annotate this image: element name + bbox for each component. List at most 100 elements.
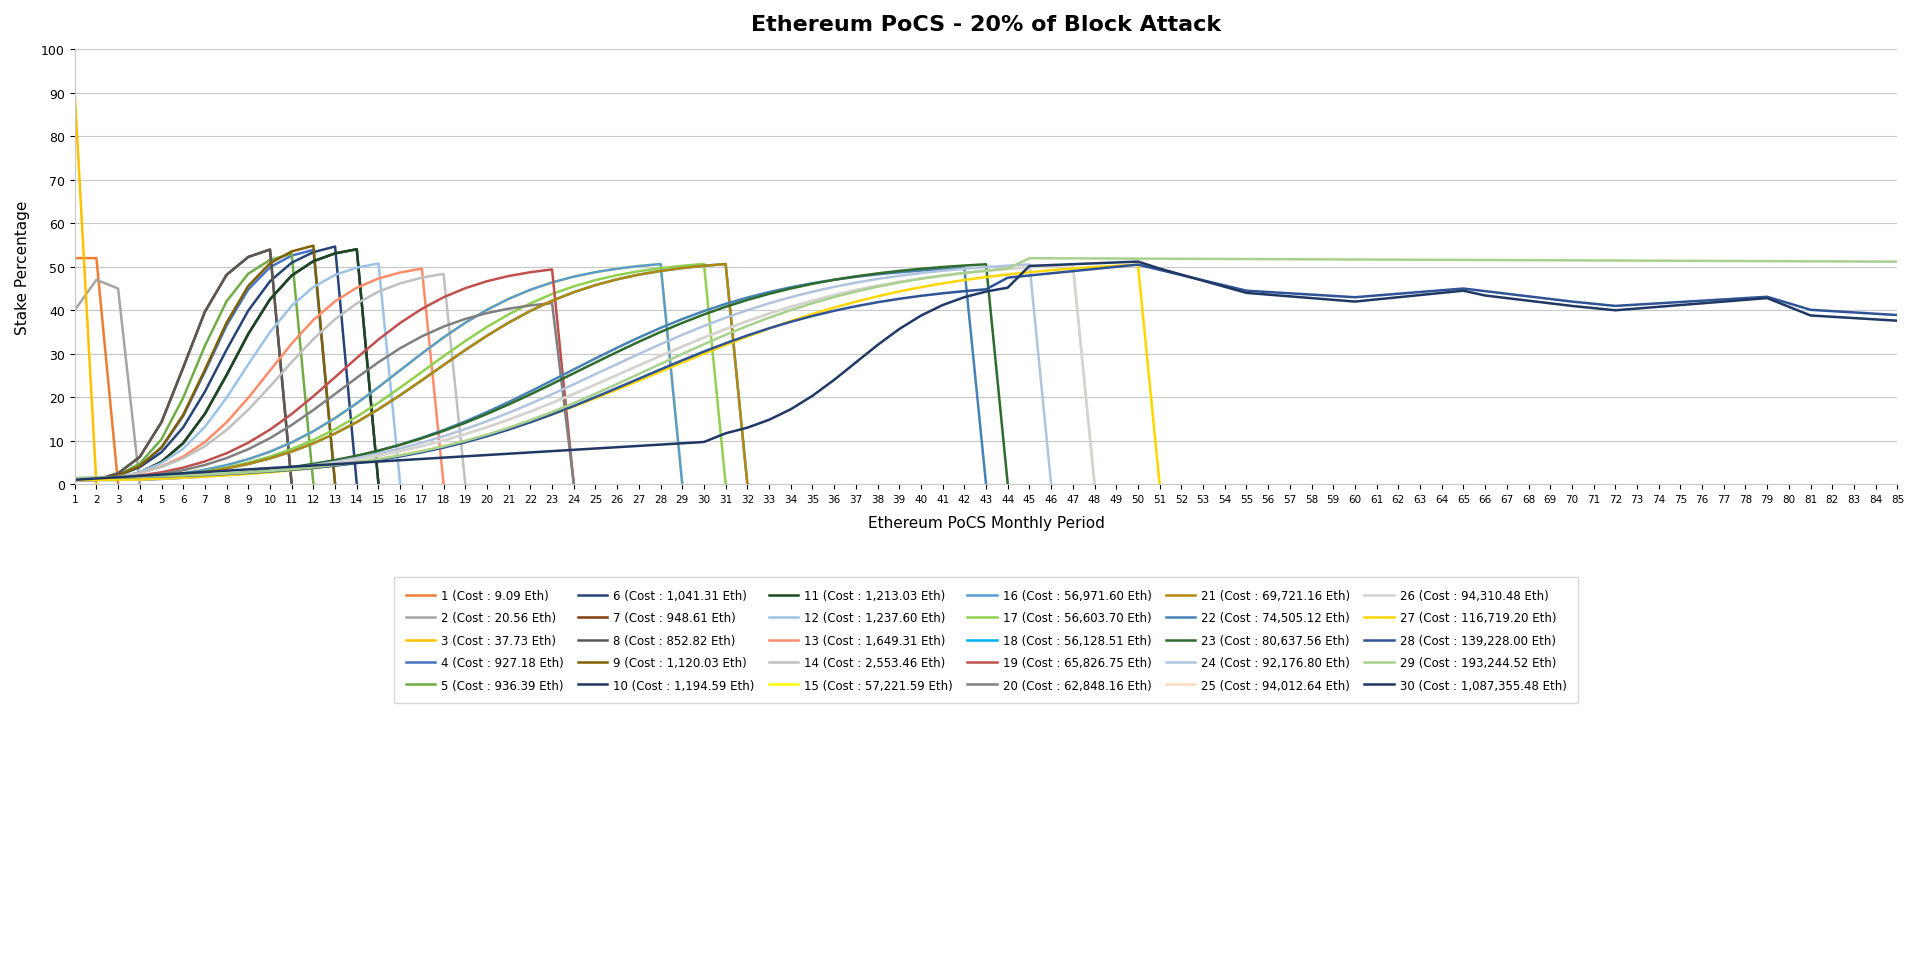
18 (Cost : 56,128.51 Eth): (22, 39.9): 56,128.51 Eth): (22, 39.9)	[518, 306, 541, 318]
26 (Cost : 94,310.48 Eth): (1, 1): 94,310.48 Eth): (1, 1)	[63, 474, 86, 486]
Legend: 1 (Cost : 9.09 Eth), 2 (Cost : 20.56 Eth), 3 (Cost : 37.73 Eth), 4 (Cost : 927.1: 1 (Cost : 9.09 Eth), 2 (Cost : 20.56 Eth…	[393, 577, 1579, 703]
Line: 30 (Cost : 1,087,355.48 Eth): 30 (Cost : 1,087,355.48 Eth)	[75, 262, 1898, 480]
17 (Cost : 56,603.70 Eth): (27, 49): 56,603.70 Eth): (27, 49)	[628, 266, 651, 278]
25 (Cost : 94,012.64 Eth): (17, 8.75): 94,012.64 Eth): (17, 8.75)	[411, 441, 434, 453]
12 (Cost : 1,237.60 Eth): (11, 41): 1,237.60 Eth): (11, 41)	[280, 300, 303, 312]
22 (Cost : 74,505.12 Eth): (3, 1): 74,505.12 Eth): (3, 1)	[107, 474, 130, 486]
25 (Cost : 94,012.64 Eth): (5, 1.33): 94,012.64 Eth): (5, 1.33)	[150, 473, 173, 485]
Line: 23 (Cost : 80,637.56 Eth): 23 (Cost : 80,637.56 Eth)	[75, 265, 1007, 485]
23 (Cost : 80,637.56 Eth): (18, 12.2): 80,637.56 Eth): (18, 12.2)	[432, 425, 455, 437]
22 (Cost : 74,505.12 Eth): (34, 45.3): 74,505.12 Eth): (34, 45.3)	[779, 282, 802, 293]
4 (Cost : 927.18 Eth): (10, 49.9): 927.18 Eth): (10, 49.9)	[259, 262, 282, 274]
21 (Cost : 69,721.16 Eth): (1, 1): 69,721.16 Eth): (1, 1)	[63, 474, 86, 486]
22 (Cost : 74,505.12 Eth): (5, 1.19): 74,505.12 Eth): (5, 1.19)	[150, 473, 173, 485]
30 (Cost : 1,087,355.48 Eth): (50, 51.2): 1,087,355.48 Eth): (50, 51.2)	[1126, 256, 1149, 268]
17 (Cost : 56,603.70 Eth): (13, 12.7): 56,603.70 Eth): (13, 12.7)	[324, 423, 347, 435]
26 (Cost : 94,310.48 Eth): (36, 43.5): 94,310.48 Eth): (36, 43.5)	[823, 289, 846, 301]
30 (Cost : 1,087,355.48 Eth): (43, 44.3): 1,087,355.48 Eth): (43, 44.3)	[975, 287, 998, 298]
25 (Cost : 94,012.64 Eth): (46, 50.2): 94,012.64 Eth): (46, 50.2)	[1040, 261, 1063, 273]
14 (Cost : 2,553.46 Eth): (11, 28.1): 2,553.46 Eth): (11, 28.1)	[280, 357, 303, 369]
26 (Cost : 94,310.48 Eth): (41, 48): 94,310.48 Eth): (41, 48)	[931, 270, 954, 282]
26 (Cost : 94,310.48 Eth): (35, 42.2): 94,310.48 Eth): (35, 42.2)	[800, 295, 823, 307]
22 (Cost : 74,505.12 Eth): (22, 21.3): 74,505.12 Eth): (22, 21.3)	[518, 386, 541, 398]
19 (Cost : 65,826.75 Eth): (21, 47.9): 65,826.75 Eth): (21, 47.9)	[497, 271, 520, 283]
18 (Cost : 56,128.51 Eth): (6, 2.17): 56,128.51 Eth): (6, 2.17)	[171, 469, 194, 481]
20 (Cost : 62,848.16 Eth): (6, 3.2): 62,848.16 Eth): (6, 3.2)	[171, 465, 194, 476]
25 (Cost : 94,012.64 Eth): (7, 1.85): 94,012.64 Eth): (7, 1.85)	[194, 470, 217, 482]
25 (Cost : 94,012.64 Eth): (29, 31.7): 94,012.64 Eth): (29, 31.7)	[672, 341, 695, 353]
28 (Cost : 139,228.00 Eth): (85, 38.9): 139,228.00 Eth): (85, 38.9)	[1886, 310, 1909, 322]
26 (Cost : 94,310.48 Eth): (27, 27.3): 94,310.48 Eth): (27, 27.3)	[628, 360, 651, 372]
23 (Cost : 80,637.56 Eth): (9, 2.74): 80,637.56 Eth): (9, 2.74)	[236, 467, 259, 478]
14 (Cost : 2,553.46 Eth): (14, 41.6): 2,553.46 Eth): (14, 41.6)	[345, 298, 368, 310]
15 (Cost : 57,221.59 Eth): (2, 1): 57,221.59 Eth): (2, 1)	[84, 474, 107, 486]
26 (Cost : 94,310.48 Eth): (37, 44.6): 94,310.48 Eth): (37, 44.6)	[844, 285, 867, 296]
24 (Cost : 92,176.80 Eth): (4, 1.1): 92,176.80 Eth): (4, 1.1)	[129, 474, 152, 486]
25 (Cost : 94,012.64 Eth): (12, 4.14): 94,012.64 Eth): (12, 4.14)	[301, 461, 324, 472]
15 (Cost : 57,221.59 Eth): (27, 50.2): 57,221.59 Eth): (27, 50.2)	[628, 261, 651, 273]
19 (Cost : 65,826.75 Eth): (19, 45.1): 65,826.75 Eth): (19, 45.1)	[453, 283, 476, 294]
23 (Cost : 80,637.56 Eth): (8, 2.29): 80,637.56 Eth): (8, 2.29)	[215, 468, 238, 480]
26 (Cost : 94,310.48 Eth): (17, 8.75): 94,310.48 Eth): (17, 8.75)	[411, 441, 434, 453]
12 (Cost : 1,237.60 Eth): (14, 49.8): 1,237.60 Eth): (14, 49.8)	[345, 262, 368, 274]
Line: 26 (Cost : 94,310.48 Eth): 26 (Cost : 94,310.48 Eth)	[75, 265, 1094, 485]
18 (Cost : 56,128.51 Eth): (10, 5.92): 56,128.51 Eth): (10, 5.92)	[259, 453, 282, 465]
15 (Cost : 57,221.59 Eth): (8, 4.38): 57,221.59 Eth): (8, 4.38)	[215, 460, 238, 471]
12 (Cost : 1,237.60 Eth): (10, 35): 1,237.60 Eth): (10, 35)	[259, 327, 282, 338]
21 (Cost : 69,721.16 Eth): (28, 49): 69,721.16 Eth): (28, 49)	[649, 266, 672, 278]
18 (Cost : 56,128.51 Eth): (20, 34.1): 56,128.51 Eth): (20, 34.1)	[476, 331, 499, 342]
14 (Cost : 2,553.46 Eth): (1, 1): 2,553.46 Eth): (1, 1)	[63, 474, 86, 486]
21 (Cost : 69,721.16 Eth): (3, 1): 69,721.16 Eth): (3, 1)	[107, 474, 130, 486]
16 (Cost : 56,971.60 Eth): (29, 0): 56,971.60 Eth): (29, 0)	[672, 479, 695, 491]
26 (Cost : 94,310.48 Eth): (14, 5.63): 94,310.48 Eth): (14, 5.63)	[345, 455, 368, 467]
23 (Cost : 80,637.56 Eth): (39, 49.1): 80,637.56 Eth): (39, 49.1)	[888, 266, 912, 278]
9 (Cost : 1,120.03 Eth): (2, 1): 1,120.03 Eth): (2, 1)	[84, 474, 107, 486]
26 (Cost : 94,310.48 Eth): (5, 1.33): 94,310.48 Eth): (5, 1.33)	[150, 473, 173, 485]
6 (Cost : 1,041.31 Eth): (6, 13.1): 1,041.31 Eth): (6, 13.1)	[171, 422, 194, 434]
21 (Cost : 69,721.16 Eth): (8, 3.62): 69,721.16 Eth): (8, 3.62)	[215, 463, 238, 474]
9 (Cost : 1,120.03 Eth): (5, 8.5): 1,120.03 Eth): (5, 8.5)	[150, 442, 173, 454]
26 (Cost : 94,310.48 Eth): (28, 29.5): 94,310.48 Eth): (28, 29.5)	[649, 350, 672, 362]
23 (Cost : 80,637.56 Eth): (1, 1): 80,637.56 Eth): (1, 1)	[63, 474, 86, 486]
10 (Cost : 1,194.59 Eth): (11, 48): 1,194.59 Eth): (11, 48)	[280, 270, 303, 282]
12 (Cost : 1,237.60 Eth): (1, 1): 1,237.60 Eth): (1, 1)	[63, 474, 86, 486]
24 (Cost : 92,176.80 Eth): (1, 1): 92,176.80 Eth): (1, 1)	[63, 474, 86, 486]
20 (Cost : 62,848.16 Eth): (1, 1): 62,848.16 Eth): (1, 1)	[63, 474, 86, 486]
25 (Cost : 94,012.64 Eth): (35, 42.2): 94,012.64 Eth): (35, 42.2)	[800, 295, 823, 307]
13 (Cost : 1,649.31 Eth): (7, 9.69): 1,649.31 Eth): (7, 9.69)	[194, 437, 217, 449]
23 (Cost : 80,637.56 Eth): (13, 5.53): 80,637.56 Eth): (13, 5.53)	[324, 455, 347, 467]
21 (Cost : 69,721.16 Eth): (17, 23.9): 69,721.16 Eth): (17, 23.9)	[411, 375, 434, 386]
24 (Cost : 92,176.80 Eth): (24, 23): 92,176.80 Eth): (24, 23)	[562, 379, 585, 391]
13 (Cost : 1,649.31 Eth): (3, 1.57): 1,649.31 Eth): (3, 1.57)	[107, 472, 130, 484]
23 (Cost : 80,637.56 Eth): (31, 40.8): 80,637.56 Eth): (31, 40.8)	[714, 301, 737, 313]
27 (Cost : 116,719.20 Eth): (16, 6.6): 116,719.20 Eth): (16, 6.6)	[390, 450, 413, 462]
13 (Cost : 1,649.31 Eth): (18, 0): 1,649.31 Eth): (18, 0)	[432, 479, 455, 491]
11 (Cost : 1,213.03 Eth): (3, 1.36): 1,213.03 Eth): (3, 1.36)	[107, 473, 130, 485]
16 (Cost : 56,971.60 Eth): (28, 50.6): 56,971.60 Eth): (28, 50.6)	[649, 259, 672, 271]
24 (Cost : 92,176.80 Eth): (13, 5.12): 92,176.80 Eth): (13, 5.12)	[324, 457, 347, 468]
24 (Cost : 92,176.80 Eth): (31, 38.3): 92,176.80 Eth): (31, 38.3)	[714, 313, 737, 325]
4 (Cost : 927.18 Eth): (8, 36.5): 927.18 Eth): (8, 36.5)	[215, 320, 238, 332]
27 (Cost : 116,719.20 Eth): (1, 1): 116,719.20 Eth): (1, 1)	[63, 474, 86, 486]
26 (Cost : 94,310.48 Eth): (48, 0): 94,310.48 Eth): (48, 0)	[1082, 479, 1105, 491]
25 (Cost : 94,012.64 Eth): (13, 4.83): 94,012.64 Eth): (13, 4.83)	[324, 458, 347, 469]
30 (Cost : 1,087,355.48 Eth): (81, 38.8): 1,087,355.48 Eth): (81, 38.8)	[1800, 310, 1823, 322]
20 (Cost : 62,848.16 Eth): (2, 1): 62,848.16 Eth): (2, 1)	[84, 474, 107, 486]
11 (Cost : 1,213.03 Eth): (8, 25.1): 1,213.03 Eth): (8, 25.1)	[215, 370, 238, 381]
13 (Cost : 1,649.31 Eth): (5, 4.05): 1,649.31 Eth): (5, 4.05)	[150, 462, 173, 473]
23 (Cost : 80,637.56 Eth): (12, 4.66): 80,637.56 Eth): (12, 4.66)	[301, 459, 324, 470]
15 (Cost : 57,221.59 Eth): (20, 40.1): 57,221.59 Eth): (20, 40.1)	[476, 304, 499, 316]
18 (Cost : 56,128.51 Eth): (15, 17.2): 56,128.51 Eth): (15, 17.2)	[367, 404, 390, 416]
22 (Cost : 74,505.12 Eth): (33, 44.2): 74,505.12 Eth): (33, 44.2)	[758, 287, 781, 298]
6 (Cost : 1,041.31 Eth): (10, 46.7): 1,041.31 Eth): (10, 46.7)	[259, 276, 282, 288]
24 (Cost : 92,176.80 Eth): (27, 29.9): 92,176.80 Eth): (27, 29.9)	[628, 349, 651, 361]
7 (Cost : 948.61 Eth): (6, 26.8): 948.61 Eth): (6, 26.8)	[171, 362, 194, 374]
21 (Cost : 69,721.16 Eth): (9, 4.64): 69,721.16 Eth): (9, 4.64)	[236, 459, 259, 470]
17 (Cost : 56,603.70 Eth): (2, 1): 56,603.70 Eth): (2, 1)	[84, 474, 107, 486]
21 (Cost : 69,721.16 Eth): (10, 5.92): 69,721.16 Eth): (10, 5.92)	[259, 453, 282, 465]
19 (Cost : 65,826.75 Eth): (1, 1): 65,826.75 Eth): (1, 1)	[63, 474, 86, 486]
17 (Cost : 56,603.70 Eth): (20, 36.2): 56,603.70 Eth): (20, 36.2)	[476, 322, 499, 333]
28 (Cost : 139,228.00 Eth): (27, 24.3): 139,228.00 Eth): (27, 24.3)	[628, 374, 651, 385]
21 (Cost : 69,721.16 Eth): (18, 27.4): 69,721.16 Eth): (18, 27.4)	[432, 360, 455, 372]
15 (Cost : 57,221.59 Eth): (23, 46.4): 57,221.59 Eth): (23, 46.4)	[541, 278, 564, 289]
